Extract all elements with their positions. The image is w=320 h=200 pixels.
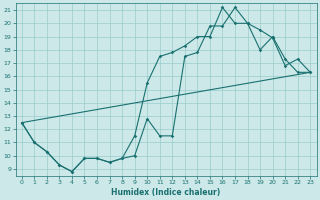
X-axis label: Humidex (Indice chaleur): Humidex (Indice chaleur)	[111, 188, 221, 197]
